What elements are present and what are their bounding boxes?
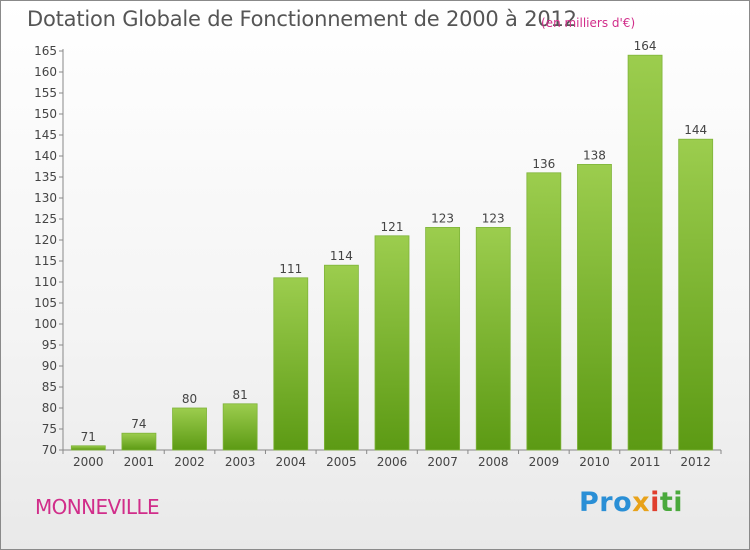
data-label: 81 (233, 388, 248, 402)
bar (627, 54, 663, 451)
bar (526, 172, 562, 451)
y-tick-label: 75 (42, 422, 57, 436)
data-label: 164 (634, 39, 657, 53)
x-tick-label: 2004 (275, 455, 306, 469)
data-label: 74 (131, 417, 146, 431)
y-tick-label: 105 (34, 296, 57, 310)
data-label: 138 (583, 148, 606, 162)
bar (121, 432, 157, 451)
data-label: 123 (431, 211, 454, 225)
x-tick-label: 2008 (478, 455, 509, 469)
bars (70, 54, 714, 451)
bar (425, 226, 461, 451)
x-tick-label: 2010 (579, 455, 610, 469)
y-tick-label: 155 (34, 86, 57, 100)
logo-part: x (632, 487, 651, 518)
y-tick-label: 100 (34, 317, 57, 331)
bar (577, 163, 612, 451)
y-tick-label: 110 (34, 275, 57, 289)
logo-part: ti (659, 487, 684, 518)
data-label: 136 (532, 157, 555, 171)
bar (273, 277, 309, 451)
y-tick-label: 125 (34, 212, 57, 226)
data-label: 71 (81, 430, 96, 444)
data-label: 80 (182, 392, 197, 406)
chart-title: Dotation Globale de Fonctionnement de 20… (27, 7, 577, 31)
logo-part: i (650, 487, 660, 518)
x-tick-label: 2000 (73, 455, 104, 469)
data-label: 144 (684, 123, 707, 137)
y-tick-label: 150 (34, 107, 57, 121)
y-tick-label: 140 (34, 149, 57, 163)
bar (374, 235, 410, 451)
x-tick-label: 2007 (427, 455, 458, 469)
data-label: 114 (330, 249, 353, 263)
x-tick-label: 2006 (377, 455, 408, 469)
commune-name: MONNEVILLE (35, 495, 160, 519)
chart-subtitle: (en milliers d'€) (541, 16, 636, 30)
x-tick-label: 2011 (630, 455, 661, 469)
y-tick-label: 80 (42, 401, 57, 415)
x-tick-label: 2002 (174, 455, 205, 469)
x-tick-label: 2005 (326, 455, 357, 469)
bar (475, 226, 511, 451)
bar (172, 407, 207, 451)
y-tick-label: 135 (34, 170, 57, 184)
bar (323, 264, 359, 451)
x-tick-label: 2003 (225, 455, 256, 469)
x-tick-label: 2009 (529, 455, 560, 469)
bar (222, 403, 258, 451)
data-labels: 71 74 80 81 111 114 121 123 123 136 138 164 144 (81, 39, 707, 444)
x-tick-label: 2012 (680, 455, 711, 469)
bar (70, 445, 106, 451)
y-tick-label: 145 (34, 128, 57, 142)
data-label: 111 (279, 262, 302, 276)
y-tick-label: 160 (34, 65, 57, 79)
y-tick-label: 90 (42, 359, 57, 373)
y-tick-label: 120 (34, 233, 57, 247)
axes: 70 75 80 85 90 95 100 105 110 115 120 125 130 135 140 1… (34, 44, 722, 469)
logo-part: Pro (579, 487, 633, 518)
y-tick-label: 165 (34, 44, 57, 58)
proxiti-logo: Proxiti (579, 487, 683, 518)
data-label: 121 (381, 220, 404, 234)
y-tick-label: 70 (42, 443, 57, 457)
y-tick-label: 95 (42, 338, 57, 352)
bar (678, 138, 714, 451)
data-label: 123 (482, 211, 505, 225)
y-tick-label: 130 (34, 191, 57, 205)
y-tick-label: 115 (34, 254, 57, 268)
x-tick-label: 2001 (124, 455, 155, 469)
y-tick-label: 85 (42, 380, 57, 394)
